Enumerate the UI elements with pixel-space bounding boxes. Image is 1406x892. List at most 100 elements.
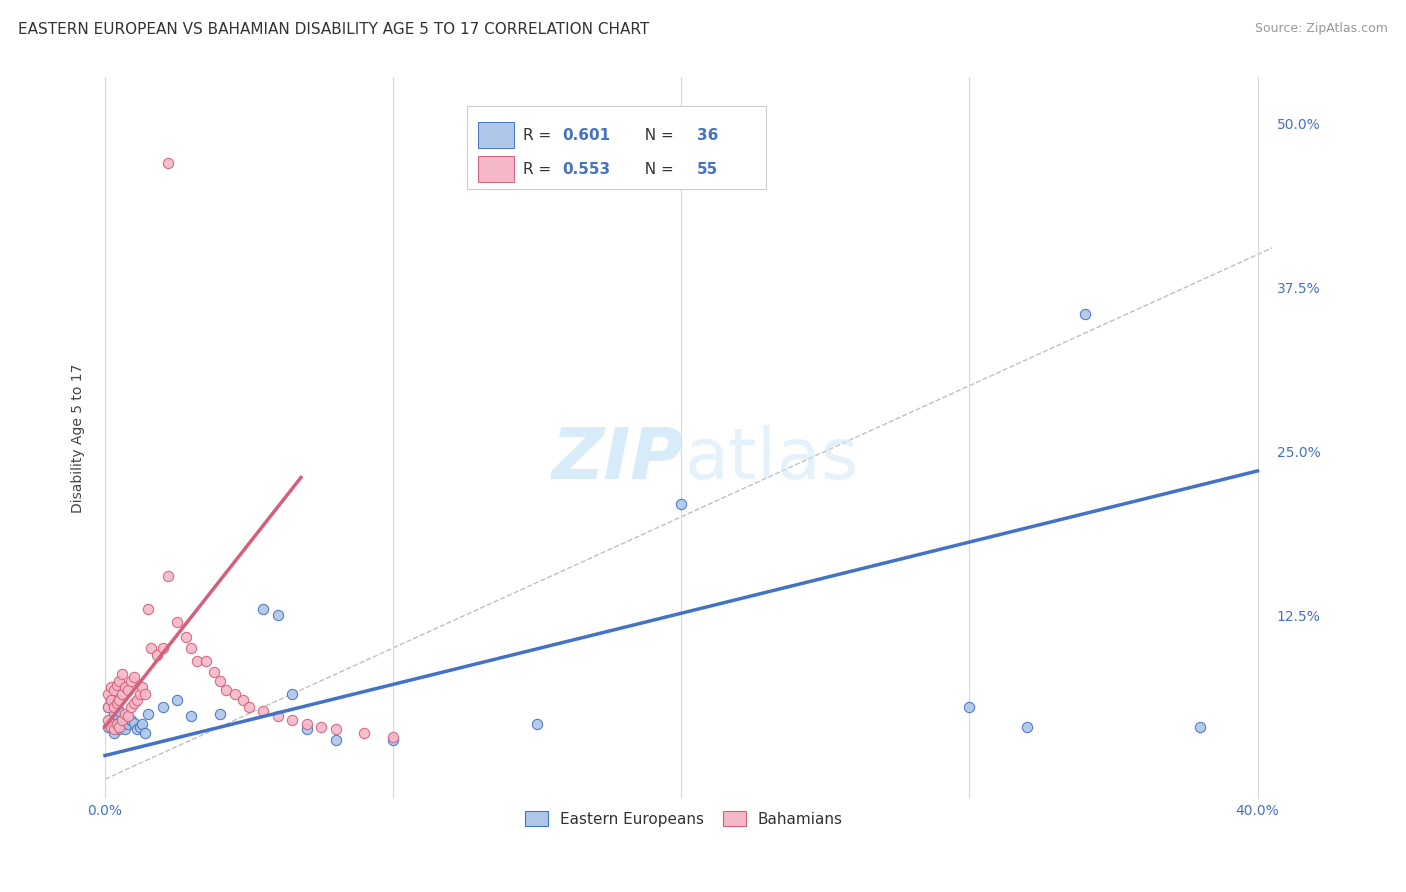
Point xyxy=(281,687,304,701)
Point xyxy=(103,706,125,721)
Text: 36: 36 xyxy=(697,128,718,143)
Point xyxy=(108,723,131,737)
Point xyxy=(224,687,246,701)
Point xyxy=(100,693,122,707)
Point xyxy=(174,631,197,645)
Point xyxy=(108,673,131,688)
Point xyxy=(105,696,128,710)
Point xyxy=(209,673,232,688)
Point xyxy=(238,700,260,714)
Point xyxy=(100,713,122,727)
Point xyxy=(100,720,122,734)
Text: EASTERN EUROPEAN VS BAHAMIAN DISABILITY AGE 5 TO 17 CORRELATION CHART: EASTERN EUROPEAN VS BAHAMIAN DISABILITY … xyxy=(18,22,650,37)
Point xyxy=(309,720,332,734)
Point xyxy=(325,732,347,747)
Point xyxy=(117,709,139,723)
Point xyxy=(114,706,136,721)
Point xyxy=(232,693,254,707)
Point xyxy=(382,732,405,747)
Point xyxy=(194,654,217,668)
Point xyxy=(166,693,188,707)
Point xyxy=(134,726,156,740)
Point xyxy=(957,700,980,714)
Point xyxy=(209,706,232,721)
Point xyxy=(105,717,128,731)
Point xyxy=(97,687,120,701)
Point xyxy=(122,670,145,684)
Point xyxy=(152,640,174,655)
Point xyxy=(325,723,347,737)
Point xyxy=(152,700,174,714)
Point xyxy=(120,673,142,688)
Point xyxy=(108,693,131,707)
Point xyxy=(122,715,145,730)
Point xyxy=(97,713,120,727)
Point xyxy=(117,717,139,731)
Text: 55: 55 xyxy=(697,161,718,177)
Point xyxy=(252,704,274,718)
Text: N =: N = xyxy=(634,128,679,143)
Point xyxy=(131,717,153,731)
Point xyxy=(131,681,153,695)
Text: Source: ZipAtlas.com: Source: ZipAtlas.com xyxy=(1254,22,1388,36)
Text: R =: R = xyxy=(523,161,557,177)
Point xyxy=(128,720,150,734)
Point xyxy=(108,704,131,718)
Point xyxy=(267,608,290,623)
Point xyxy=(267,709,290,723)
Point xyxy=(111,687,134,701)
FancyBboxPatch shape xyxy=(467,106,766,189)
Point xyxy=(97,700,120,714)
Point xyxy=(136,601,159,615)
Point xyxy=(295,717,318,731)
Point xyxy=(186,654,208,668)
Text: 0.553: 0.553 xyxy=(562,161,610,177)
Point xyxy=(103,683,125,698)
Point xyxy=(128,687,150,701)
Point xyxy=(215,683,238,698)
Point xyxy=(1188,720,1211,734)
Point xyxy=(111,667,134,681)
Point xyxy=(100,681,122,695)
Point xyxy=(281,713,304,727)
Point xyxy=(136,706,159,721)
Text: 0.601: 0.601 xyxy=(562,128,610,143)
Point xyxy=(120,713,142,727)
Point xyxy=(103,700,125,714)
Y-axis label: Disability Age 5 to 17: Disability Age 5 to 17 xyxy=(72,363,86,513)
Point xyxy=(382,730,405,744)
Point xyxy=(295,723,318,737)
Point xyxy=(353,726,375,740)
Point xyxy=(111,720,134,734)
Point xyxy=(526,717,548,731)
Point xyxy=(122,696,145,710)
Text: atlas: atlas xyxy=(685,425,859,494)
Text: N =: N = xyxy=(634,161,679,177)
Point xyxy=(139,640,162,655)
Point xyxy=(103,723,125,737)
Point xyxy=(105,720,128,734)
Point xyxy=(134,687,156,701)
Point xyxy=(1073,306,1095,320)
Point xyxy=(97,700,120,714)
Text: R =: R = xyxy=(523,128,557,143)
Point xyxy=(1015,720,1038,734)
Text: ZIP: ZIP xyxy=(553,425,685,494)
Point xyxy=(180,640,202,655)
Point xyxy=(120,700,142,714)
Point xyxy=(125,693,148,707)
Point xyxy=(166,615,188,629)
FancyBboxPatch shape xyxy=(478,122,513,148)
Point xyxy=(180,709,202,723)
FancyBboxPatch shape xyxy=(478,156,513,182)
Point xyxy=(111,713,134,727)
Point xyxy=(114,723,136,737)
Point xyxy=(105,700,128,714)
Point xyxy=(157,569,180,583)
Point xyxy=(117,683,139,698)
Point xyxy=(157,155,180,169)
Legend: Eastern Europeans, Bahamians: Eastern Europeans, Bahamians xyxy=(517,804,851,835)
Point xyxy=(108,720,131,734)
Point xyxy=(105,678,128,692)
Point xyxy=(204,665,226,679)
